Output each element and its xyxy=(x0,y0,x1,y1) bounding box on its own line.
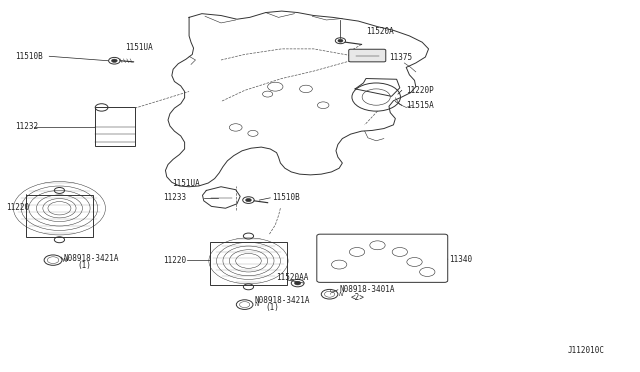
Circle shape xyxy=(246,198,252,202)
Circle shape xyxy=(338,39,343,42)
Text: 11232: 11232 xyxy=(15,122,38,131)
Text: N: N xyxy=(255,302,259,307)
Circle shape xyxy=(111,59,117,62)
Text: N08918-3401A: N08918-3401A xyxy=(339,285,395,294)
Text: 11510B: 11510B xyxy=(15,52,42,61)
Text: 11220P: 11220P xyxy=(406,86,434,95)
Circle shape xyxy=(294,281,301,285)
Text: J112010C: J112010C xyxy=(567,346,604,355)
Text: N: N xyxy=(63,258,68,263)
Text: 11220: 11220 xyxy=(6,203,29,212)
Text: 1151UA: 1151UA xyxy=(172,179,200,187)
Text: (1): (1) xyxy=(266,303,280,312)
Text: 11520A: 11520A xyxy=(366,26,394,36)
Text: 11375: 11375 xyxy=(389,52,412,61)
FancyBboxPatch shape xyxy=(95,107,135,146)
FancyBboxPatch shape xyxy=(210,241,287,285)
Text: 11515A: 11515A xyxy=(406,101,434,110)
Text: 11510B: 11510B xyxy=(272,193,300,202)
FancyBboxPatch shape xyxy=(317,234,448,282)
Text: 11233: 11233 xyxy=(164,193,187,202)
Text: 11220: 11220 xyxy=(164,256,187,264)
FancyBboxPatch shape xyxy=(26,195,93,237)
Text: 1151UA: 1151UA xyxy=(125,42,153,51)
Text: 11340: 11340 xyxy=(449,255,472,264)
Text: 11520AA: 11520AA xyxy=(276,273,309,282)
Text: <2>: <2> xyxy=(351,293,365,302)
Text: N: N xyxy=(339,292,344,297)
Text: (1): (1) xyxy=(77,261,92,270)
FancyBboxPatch shape xyxy=(349,49,386,62)
Text: N08918-3421A: N08918-3421A xyxy=(63,254,119,263)
Text: N08918-3421A: N08918-3421A xyxy=(255,296,310,305)
